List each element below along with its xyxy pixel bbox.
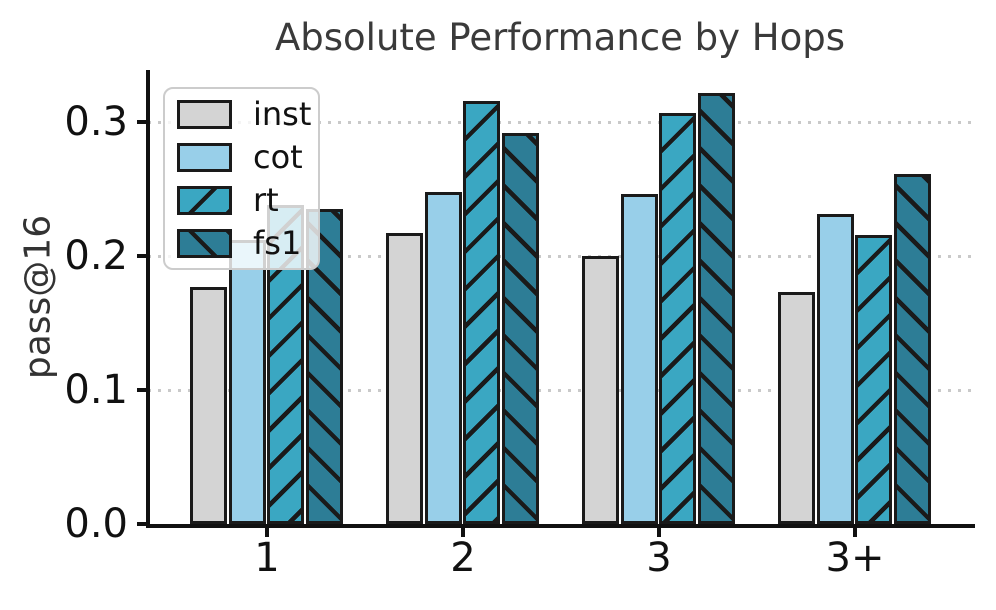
legend-item-rt: rt [177, 181, 318, 219]
bar-rt-3 [659, 112, 696, 524]
legend-item-cot: cot [177, 138, 318, 176]
bar-fs1-3+ [893, 174, 931, 524]
chart-title: Absolute Performance by Hops [274, 16, 846, 59]
legend-item-fs1: fs1 [177, 224, 318, 262]
bar-cot-3+ [816, 214, 854, 524]
y-tick-mark-0.3 [137, 120, 146, 124]
bar-inst-1 [190, 286, 227, 524]
x-tick-label-1: 1 [254, 535, 280, 581]
bar-cot-3 [620, 194, 658, 524]
legend-item-inst: inst [177, 95, 318, 133]
y-tick-label-0.2: 0.2 [64, 233, 128, 279]
legend-label-rt: rt [253, 181, 279, 219]
x-tick-mark-3+ [853, 528, 857, 537]
y-tick-label-0.1: 0.1 [64, 367, 128, 413]
bar-rt-3+ [855, 234, 892, 524]
legend-label-inst: inst [253, 95, 312, 133]
bar-rt-2 [463, 100, 500, 524]
bar-fs1-3 [697, 92, 735, 524]
x-tick-mark-1 [265, 528, 269, 537]
gridline-0.1 [148, 389, 972, 392]
gridline-0.2 [148, 255, 972, 258]
x-tick-label-3+: 3+ [825, 535, 885, 581]
legend-swatch-cot [177, 142, 232, 172]
bar-inst-3+ [778, 292, 815, 524]
legend: inst cot rt fs1 [163, 87, 320, 270]
bar-cot-2 [424, 191, 462, 524]
bar-inst-2 [386, 233, 423, 524]
y-axis-spine [146, 70, 150, 528]
legend-swatch-fs1 [177, 228, 232, 258]
gridline-0.3 [148, 121, 972, 124]
bar-fs1-2 [501, 132, 539, 524]
legend-swatch-rt [177, 185, 232, 215]
legend-swatch-inst [177, 99, 232, 129]
x-tick-label-3: 3 [646, 535, 672, 581]
x-tick-mark-2 [461, 528, 465, 537]
bar-cot-1 [228, 239, 266, 524]
y-tick-mark-0.2 [137, 254, 146, 258]
plot-area [148, 70, 972, 524]
y-tick-label-0.0: 0.0 [64, 501, 128, 547]
legend-label-fs1: fs1 [253, 224, 302, 262]
bar-inst-3 [582, 256, 619, 524]
x-tick-mark-3 [657, 528, 661, 537]
x-axis-spine [146, 524, 975, 528]
y-tick-label-0.3: 0.3 [64, 99, 128, 145]
y-tick-mark-0.0 [137, 522, 146, 526]
legend-label-cot: cot [253, 138, 303, 176]
x-tick-label-2: 2 [450, 535, 476, 581]
y-tick-mark-0.1 [137, 388, 146, 392]
